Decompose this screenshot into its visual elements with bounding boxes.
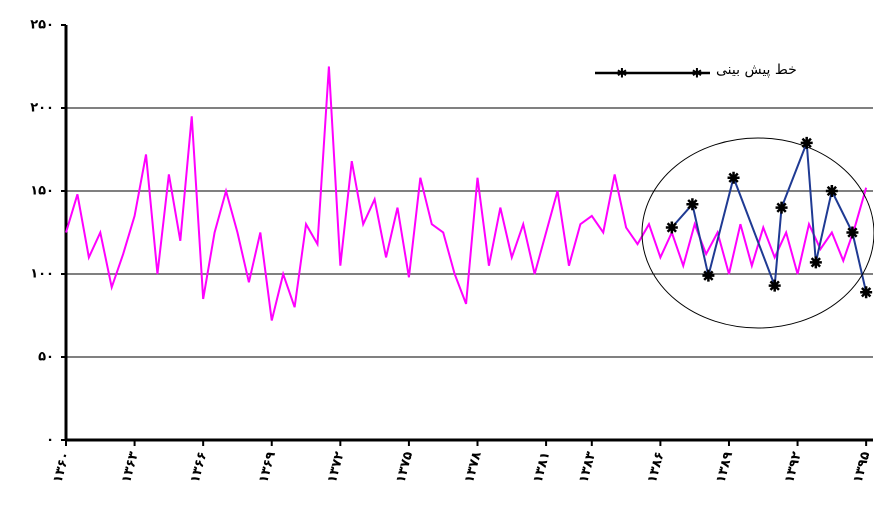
x-tick-label: ۱۳۹۵ xyxy=(851,450,874,485)
series-line xyxy=(65,66,868,321)
star-marker xyxy=(686,198,699,211)
legend-label: خط پیش بینی xyxy=(716,62,797,78)
plot: ۰ ۵۰ ۱۰۰ ۱۵۰ ۲۰۰ ۲۵۰ ۱۳۶۰ ۱۳۶۳ ۱۳۶۶ ۱۳۶۹ ۱۳۷۲ ۱۳۷۵ ۱… xyxy=(30,18,873,485)
star-marker xyxy=(727,171,740,184)
y-tick-label: ۲۰۰ xyxy=(30,101,54,116)
legend: ✱ ✱ خط پیش بینی xyxy=(595,62,797,82)
star-marker xyxy=(775,201,788,214)
x-tick-label: ۱۳۷۵ xyxy=(393,450,416,485)
y-tick-label: ۲۵۰ xyxy=(30,18,54,33)
y-tick-label: ۱۰۰ xyxy=(30,267,54,282)
y-tick-label: ۰ xyxy=(46,433,54,448)
y-tick-label: ۵۰ xyxy=(38,350,54,365)
series-line xyxy=(671,142,868,293)
x-tick-label: ۱۳۷۲ xyxy=(325,450,348,485)
star-marker xyxy=(702,269,715,282)
x-tick-label: ۱۳۶۹ xyxy=(256,450,279,485)
star-marker xyxy=(665,221,678,234)
x-tick-label: ۱۳۸۳ xyxy=(576,450,599,485)
x-tick-label: ۱۳۶۶ xyxy=(188,450,211,485)
x-tick-label: ۱۳۸۶ xyxy=(645,450,668,485)
star-marker xyxy=(809,256,822,269)
x-tick-label: ۱۳۷۸ xyxy=(462,450,485,485)
star-marker xyxy=(768,279,781,292)
star-marker xyxy=(860,286,873,299)
x-tick-label: ۱۳۹۲ xyxy=(782,450,805,485)
star-marker xyxy=(825,185,838,197)
x-tick-label: ۱۳۶۳ xyxy=(119,450,142,485)
star-marker xyxy=(846,226,859,239)
x-tick-label: ۱۳۸۹ xyxy=(714,450,737,485)
legend-marker: ✱ xyxy=(692,67,703,82)
x-tick-label: ۱۳۶۰ xyxy=(51,450,74,485)
highlight-ellipse xyxy=(641,137,874,329)
star-marker xyxy=(800,136,813,149)
y-tick-label: ۱۵۰ xyxy=(30,184,54,199)
legend-marker: ✱ xyxy=(617,67,628,82)
x-tick-label: ۱۳۸۱ xyxy=(531,450,554,485)
